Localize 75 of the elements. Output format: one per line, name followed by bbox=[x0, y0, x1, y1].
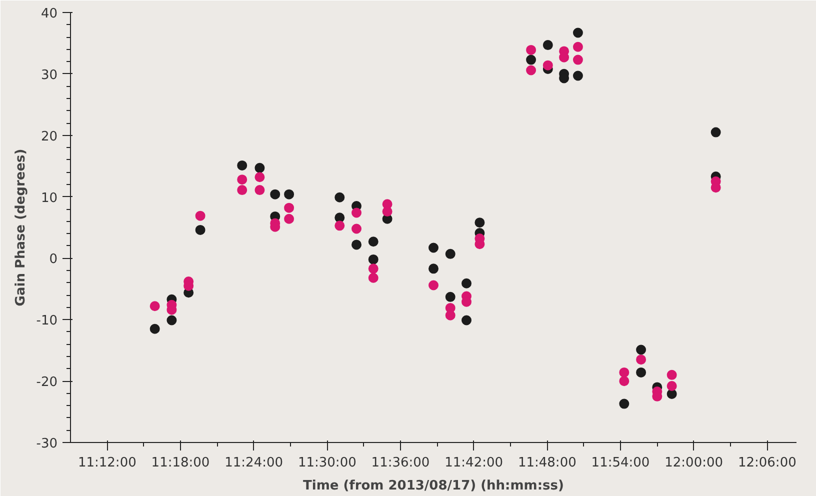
y-axis-title: Gain Phase (degrees) bbox=[13, 148, 28, 306]
point bbox=[636, 354, 646, 365]
y-tick-label: -30 bbox=[36, 436, 58, 452]
point bbox=[254, 162, 265, 173]
point bbox=[572, 28, 583, 38]
x-tick-label: 11:36:00 bbox=[371, 456, 430, 470]
point bbox=[445, 248, 456, 259]
point bbox=[526, 65, 536, 76]
point bbox=[542, 40, 553, 50]
point bbox=[254, 185, 265, 196]
point bbox=[284, 189, 294, 200]
point bbox=[237, 174, 248, 185]
point bbox=[195, 224, 206, 235]
point bbox=[334, 212, 345, 223]
point bbox=[619, 367, 630, 378]
y-tick-label: 40 bbox=[40, 6, 58, 22]
point bbox=[352, 240, 362, 250]
point bbox=[237, 185, 248, 196]
point bbox=[352, 208, 362, 218]
point bbox=[254, 172, 265, 182]
point bbox=[428, 264, 438, 274]
point bbox=[284, 214, 294, 224]
point bbox=[636, 344, 646, 355]
point bbox=[619, 376, 630, 386]
point bbox=[284, 202, 294, 213]
point bbox=[462, 278, 472, 288]
point bbox=[382, 206, 392, 217]
point bbox=[710, 182, 721, 193]
x-tick-label: 11:12:00 bbox=[78, 456, 136, 470]
x-tick-label: 11:42:00 bbox=[444, 456, 504, 470]
point bbox=[150, 301, 160, 312]
point bbox=[474, 218, 485, 228]
point bbox=[526, 44, 536, 55]
point bbox=[237, 160, 248, 170]
point bbox=[526, 54, 536, 65]
point bbox=[666, 380, 677, 391]
point bbox=[666, 370, 677, 380]
y-tick-label: -10 bbox=[36, 314, 58, 329]
point bbox=[666, 388, 677, 399]
point bbox=[368, 254, 378, 264]
point bbox=[195, 210, 206, 221]
point bbox=[619, 398, 630, 409]
point bbox=[334, 192, 345, 202]
y-tick-label: 0 bbox=[49, 252, 58, 268]
point bbox=[368, 264, 378, 274]
point bbox=[542, 60, 553, 70]
point bbox=[270, 189, 280, 200]
y-tick-label: 10 bbox=[40, 190, 58, 206]
point bbox=[462, 315, 472, 326]
x-tick-label: 12:00:00 bbox=[664, 456, 724, 470]
point bbox=[150, 324, 160, 334]
point bbox=[368, 272, 378, 283]
point bbox=[334, 220, 345, 231]
x-axis-title: Time (from 2013/08/17) (hh:mm:ss) bbox=[303, 478, 564, 494]
x-tick-label: 11:24:00 bbox=[224, 456, 284, 470]
point bbox=[572, 70, 583, 81]
x-tick-label: 12:06:00 bbox=[738, 456, 796, 470]
point bbox=[428, 242, 438, 253]
point bbox=[710, 127, 721, 138]
y-tick-label: -20 bbox=[36, 375, 58, 390]
x-tick-label: 11:54:00 bbox=[591, 456, 650, 470]
y-tick-label: 20 bbox=[40, 129, 58, 144]
x-tick-label: 11:48:00 bbox=[518, 456, 576, 470]
point bbox=[636, 367, 646, 378]
point bbox=[572, 54, 583, 65]
x-tick-label: 11:30:00 bbox=[298, 456, 356, 470]
point bbox=[428, 280, 438, 290]
point bbox=[445, 292, 456, 302]
x-tick-label: 11:18:00 bbox=[151, 456, 210, 470]
point bbox=[572, 42, 583, 52]
point bbox=[166, 315, 177, 326]
point bbox=[445, 310, 456, 320]
point bbox=[352, 224, 362, 234]
y-tick-label: 30 bbox=[40, 68, 58, 83]
point bbox=[368, 236, 378, 247]
